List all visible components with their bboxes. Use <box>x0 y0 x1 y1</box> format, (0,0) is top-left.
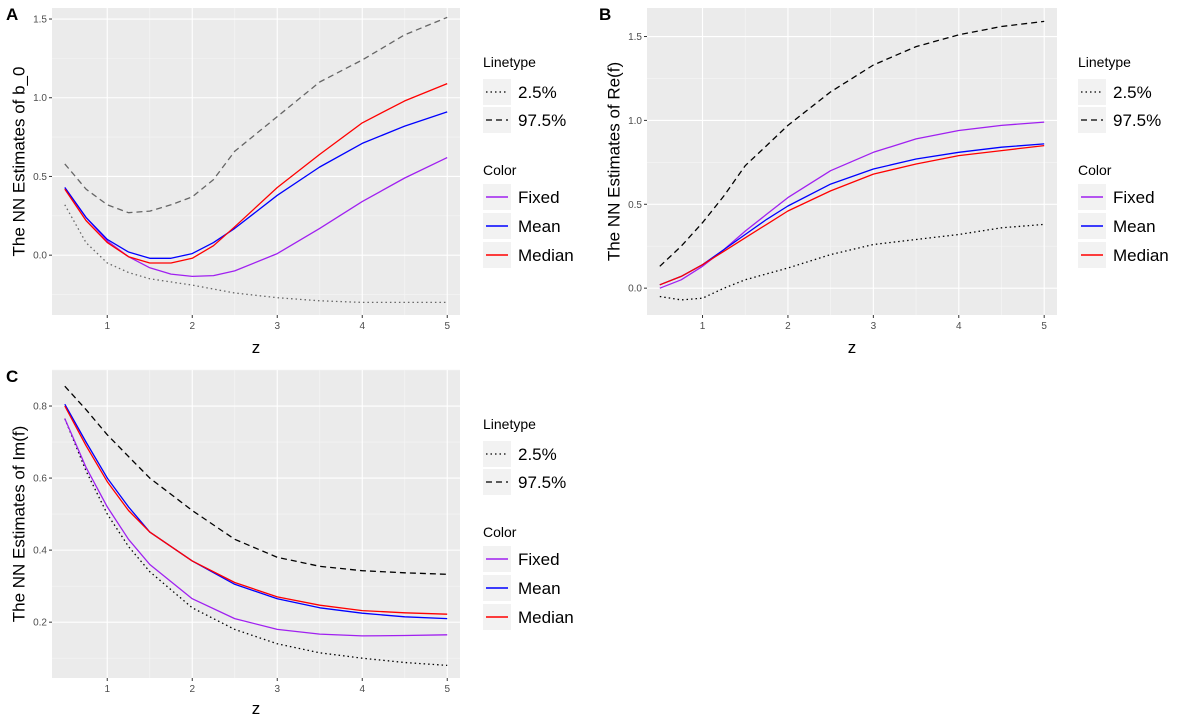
panel-tag: B <box>599 5 611 24</box>
y-tick-label: 1.0 <box>33 93 47 104</box>
series-line-fixed <box>64 157 448 278</box>
x-tick-label: 4 <box>359 684 365 695</box>
series-line-mean <box>64 111 448 259</box>
y-axis-title: The NN Estimates of Im(f) <box>10 426 29 622</box>
legend-label: Mean <box>1113 217 1156 236</box>
x-tick-label: 5 <box>1041 321 1047 332</box>
series-line-975 <box>64 385 448 575</box>
series-line-975 <box>659 20 1045 267</box>
legend-title-linetype: Linetype <box>483 54 536 70</box>
plot-background <box>52 370 460 678</box>
y-tick-label: 0.8 <box>33 402 47 413</box>
y-tick-label: 0.5 <box>33 172 47 183</box>
legend-label: 2.5% <box>518 83 557 102</box>
legend-label: Fixed <box>518 550 560 569</box>
y-tick-label: 0.0 <box>33 251 47 262</box>
legend-label: 97.5% <box>518 473 566 492</box>
legend-title-linetype: Linetype <box>1078 54 1131 70</box>
legend-key <box>483 441 511 467</box>
y-tick-label: 0.0 <box>628 284 642 295</box>
x-tick-label: 5 <box>444 684 450 695</box>
y-axis-title: The NN Estimates of Re(f) <box>605 62 624 261</box>
legend-label: Fixed <box>1113 188 1155 207</box>
plot-background <box>52 8 460 315</box>
x-tick-label: 2 <box>189 684 195 695</box>
series-line-fixed <box>659 121 1045 289</box>
x-axis-title: z <box>848 338 857 357</box>
series-line-median <box>64 405 448 615</box>
legend-label: Median <box>518 608 574 627</box>
x-axis-title: z <box>252 338 261 357</box>
y-tick-label: 1.5 <box>628 32 642 43</box>
y-tick-label: 0.4 <box>33 546 47 557</box>
series-line-fixed <box>64 418 448 637</box>
legend-label: Median <box>518 246 574 265</box>
panel-tag: A <box>6 5 18 24</box>
y-tick-label: 0.5 <box>628 200 642 211</box>
x-tick-label: 2 <box>785 321 791 332</box>
legend-label: 97.5% <box>1113 111 1161 130</box>
y-tick-label: 1.5 <box>33 15 47 26</box>
x-tick-label: 1 <box>104 684 110 695</box>
panel-b: B 1 2 3 4 5 0.0 0.5 1.0 1.5 z The NN Estimates of R… <box>599 5 1169 357</box>
legend-label: Median <box>1113 246 1169 265</box>
series-line-median <box>659 144 1045 286</box>
panel-a: A 1 2 3 4 5 0.0 0.5 1.0 1.5 z The NN Estimates of b… <box>6 5 574 357</box>
legend-key <box>1078 79 1106 105</box>
x-tick-label: 2 <box>189 321 195 332</box>
panel-tag: C <box>6 367 18 386</box>
series-line-975 <box>64 16 448 214</box>
series-line-mean <box>64 403 448 620</box>
legend-label: 2.5% <box>518 445 557 464</box>
legend-title-color: Color <box>483 162 517 178</box>
legend-title-color: Color <box>1078 162 1112 178</box>
x-tick-label: 3 <box>274 684 280 695</box>
x-tick-label: 5 <box>444 321 450 332</box>
series-line-25 <box>659 223 1045 301</box>
y-tick-label: 1.0 <box>628 116 642 127</box>
x-tick-label: 1 <box>104 321 110 332</box>
legend-label: Mean <box>518 217 561 236</box>
x-tick-label: 4 <box>956 321 962 332</box>
y-tick-label: 0.6 <box>33 474 47 485</box>
y-tick-label: 0.2 <box>33 618 47 629</box>
x-tick-label: 1 <box>700 321 706 332</box>
x-tick-label: 4 <box>359 321 365 332</box>
legend-label: 2.5% <box>1113 83 1152 102</box>
legend-label: Mean <box>518 579 561 598</box>
series-line-25 <box>64 204 448 304</box>
y-axis-title: The NN Estimates of b_0 <box>10 67 29 257</box>
legend-label: 97.5% <box>518 111 566 130</box>
legend-label: Fixed <box>518 188 560 207</box>
x-tick-label: 3 <box>274 321 280 332</box>
series-line-median <box>64 82 448 264</box>
legend-title-linetype: Linetype <box>483 416 536 432</box>
panel-c: C 1 2 3 4 5 0.2 0.4 0.6 0.8 z The NN Estimates of I… <box>6 367 574 718</box>
x-tick-label: 3 <box>871 321 877 332</box>
x-axis-title: z <box>252 699 261 718</box>
legend-title-color: Color <box>483 524 517 540</box>
legend-key <box>483 79 511 105</box>
